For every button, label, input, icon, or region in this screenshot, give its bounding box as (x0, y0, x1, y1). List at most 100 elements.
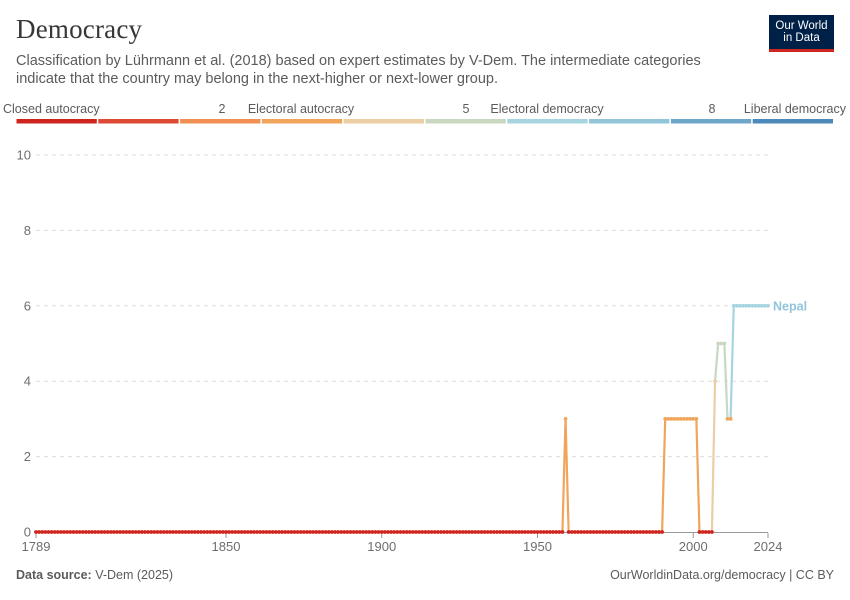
data-point (252, 530, 256, 534)
data-point (298, 530, 303, 534)
data-point (538, 530, 543, 534)
data-point (529, 530, 534, 534)
data-point (239, 530, 244, 534)
data-point (180, 530, 185, 534)
data-point (495, 530, 499, 534)
data-point (657, 530, 661, 534)
data-point (317, 530, 322, 534)
data-point (71, 530, 76, 534)
data-point (535, 530, 540, 534)
data-point (273, 530, 278, 534)
owid-logo[interactable]: Our World in Data (769, 15, 834, 52)
data-point (613, 530, 618, 534)
data-point (149, 530, 154, 534)
data-point (454, 530, 459, 534)
legend-label: 5 (463, 102, 470, 116)
data-point (143, 530, 147, 534)
data-point (476, 530, 481, 534)
chart-title: Democracy (16, 14, 143, 44)
x-axis: 1789 1850 1900 1950 2000 2024 (22, 532, 782, 554)
data-point (610, 530, 615, 534)
data-point (734, 303, 739, 308)
series-line-segment (710, 380, 717, 534)
data-point (358, 530, 362, 534)
data-point (392, 530, 397, 534)
data-point (741, 303, 745, 308)
y-tick-label: 6 (24, 298, 31, 313)
data-point (750, 303, 755, 308)
data-point (544, 530, 549, 534)
legend-bin (589, 119, 670, 124)
data-point (653, 530, 658, 534)
data-point (501, 530, 506, 534)
data-point (722, 341, 727, 346)
series-line-segment (695, 417, 701, 534)
data-point (140, 530, 144, 534)
y-tick-label: 10 (17, 148, 31, 163)
data-point (554, 530, 559, 534)
data-point (451, 530, 456, 534)
data-point (694, 417, 699, 421)
data-point (439, 530, 443, 534)
data-point (635, 530, 640, 534)
data-point (236, 530, 241, 534)
data-point (171, 530, 175, 534)
series-label-nepal: Nepal (773, 299, 807, 313)
data-point (43, 530, 48, 534)
data-point (579, 530, 584, 534)
y-tick-label: 4 (24, 374, 31, 389)
legend-bin (16, 119, 97, 124)
data-source-label: Data source: (16, 568, 92, 582)
data-point (756, 303, 761, 308)
data-point (99, 530, 104, 534)
data-point (217, 530, 222, 534)
data-point (411, 530, 415, 534)
data-point (585, 530, 590, 534)
y-tick-label: 0 (24, 525, 31, 540)
data-point (136, 530, 141, 534)
data-point (398, 530, 403, 534)
data-point (675, 417, 680, 421)
data-point (703, 530, 708, 534)
data-point (158, 530, 163, 534)
x-tick-label: 1900 (367, 539, 396, 554)
data-point (604, 530, 608, 534)
legend-label: Closed autocracy (3, 102, 100, 116)
series-nepal[interactable]: Nepal (34, 299, 807, 534)
data-point (569, 530, 574, 534)
legend-bin (343, 119, 424, 124)
data-point (373, 530, 378, 534)
data-point (429, 530, 434, 534)
data-point (382, 530, 387, 534)
data-point (164, 530, 169, 534)
data-point (716, 341, 721, 346)
data-point (46, 530, 51, 534)
data-point (199, 530, 203, 534)
data-source-link[interactable]: V-Dem (2025) (95, 568, 174, 582)
data-point (582, 530, 587, 534)
footer-credit[interactable]: OurWorldinData.org/democracy | CC BY (610, 568, 834, 582)
y-tick-label: 8 (24, 223, 31, 238)
legend-label: 8 (709, 102, 716, 116)
legend-label: Liberal democracy (744, 102, 847, 116)
data-point (426, 530, 431, 534)
data-point (277, 530, 281, 534)
data-point (37, 530, 42, 534)
data-point (650, 530, 655, 534)
data-point (706, 530, 711, 534)
data-point (376, 530, 381, 534)
data-point (168, 530, 172, 534)
data-point (133, 530, 138, 534)
data-point (65, 530, 70, 534)
data-point (214, 530, 219, 534)
data-point (482, 530, 487, 534)
data-point (333, 530, 337, 534)
x-tick-label: 1950 (523, 539, 552, 554)
data-point (488, 530, 493, 534)
data-point (576, 530, 580, 534)
data-point (124, 530, 129, 534)
data-point (420, 530, 425, 534)
x-tick-label: 1789 (22, 539, 51, 554)
data-point (386, 530, 390, 534)
data-point (479, 530, 484, 534)
